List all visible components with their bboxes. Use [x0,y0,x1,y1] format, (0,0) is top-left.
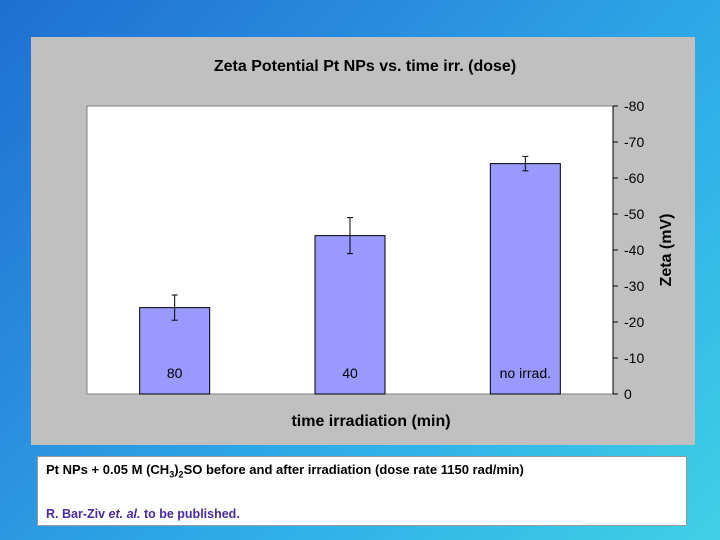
y-tick-label: 0 [624,386,632,402]
y-tick-label: -10 [624,350,644,366]
category-label: 40 [342,365,358,381]
y-tick-label: -80 [624,98,644,114]
category-label: 80 [167,365,183,381]
reference-text: R. Bar-Ziv et. al. to be published. [46,507,240,521]
caption-prefix: Pt NPs + 0.05 M (CH [46,462,170,477]
y-axis-label: Zeta (mV) [658,214,675,287]
bar [139,307,211,395]
caption-subscript-2: 2 [178,469,184,480]
bar [314,235,386,395]
y-tick-label: -40 [624,242,644,258]
ref-author: R. Bar-Ziv [46,507,109,521]
bar-chart: Zeta Potential Pt NPs vs. time irr. (dos… [86,58,675,430]
chart-title: Zeta Potential Pt NPs vs. time irr. (dos… [214,58,516,75]
y-axis: -80 -70 -60 -50 -40 -30 -20 -10 0 [612,98,644,402]
ref-etal: et. al. [108,507,141,521]
y-tick-label: -60 [624,170,644,186]
ref-rest: to be published. [140,507,240,521]
caption-box: Pt NPs + 0.05 M (CH3)2SO before and afte… [37,456,687,526]
y-tick-label: -30 [624,278,644,294]
x-axis-label: time irradiation (min) [291,413,450,430]
y-tick-label: -50 [624,206,644,222]
caption-mid: ) [174,462,179,477]
y-tick-label: -70 [624,134,644,150]
y-tick-label: -20 [624,314,644,330]
category-label: no irrad. [500,365,551,381]
caption-subscript-3: 3 [169,469,175,480]
caption-text: Pt NPs + 0.05 M (CH3)2SO before and afte… [46,462,524,480]
bar [489,163,561,395]
caption-suffix: SO before and after irradiation (dose ra… [183,462,524,477]
bars-layer: 80 40 no irrad. [139,155,561,395]
chart-panel: Zeta Potential Pt NPs vs. time irr. (dos… [31,37,695,445]
